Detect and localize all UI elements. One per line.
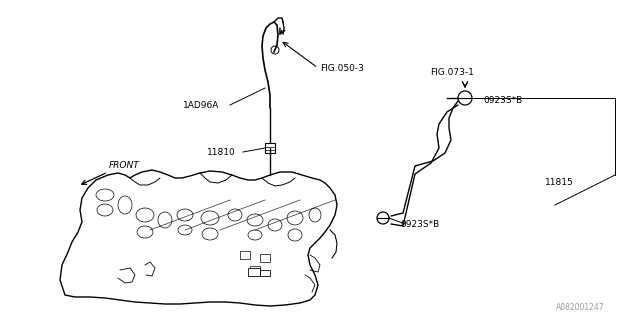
Text: FRONT: FRONT	[109, 161, 140, 170]
Bar	[265, 143, 275, 153]
Bar	[260, 254, 270, 262]
Text: FIG.050-3: FIG.050-3	[320, 63, 364, 73]
Text: A082001247: A082001247	[556, 302, 604, 311]
Text: 11815: 11815	[545, 178, 573, 187]
Text: 0923S*B: 0923S*B	[483, 95, 522, 105]
Bar	[260, 270, 270, 276]
Bar	[250, 266, 260, 274]
Circle shape	[458, 91, 472, 105]
Text: FIG.073-1: FIG.073-1	[430, 68, 474, 76]
Bar	[240, 251, 250, 259]
Text: 0923S*B: 0923S*B	[400, 220, 439, 228]
Bar	[248, 268, 260, 276]
Circle shape	[377, 212, 389, 224]
Text: 1AD96A: 1AD96A	[183, 100, 220, 109]
Text: 11810: 11810	[207, 148, 236, 156]
